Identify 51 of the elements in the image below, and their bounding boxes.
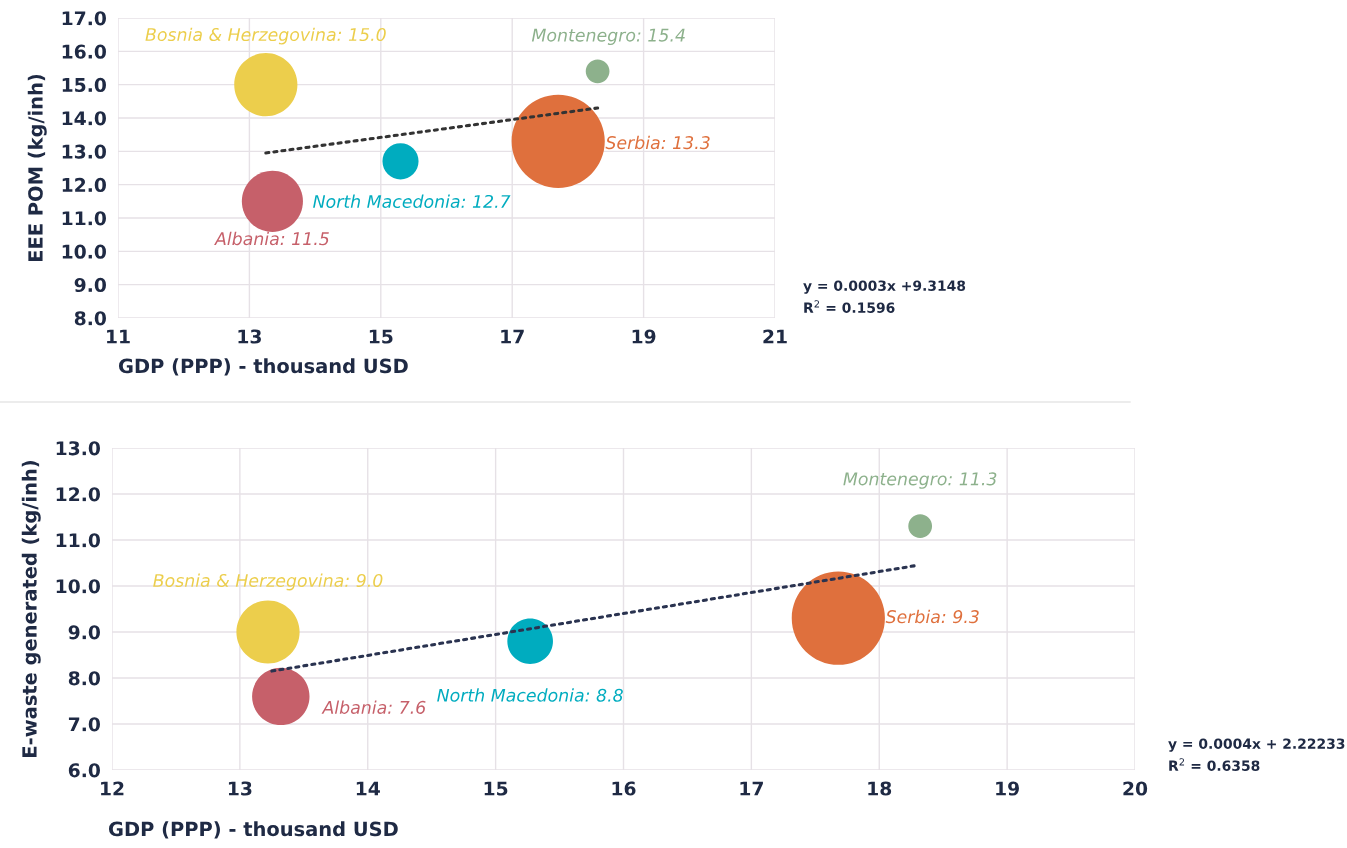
x-tick-label: 16 — [612, 781, 636, 796]
y-axis-title: E-waste generated (kg/inh) — [21, 460, 41, 757]
y-tick-label: 8.0 — [68, 671, 100, 686]
text: y = 0.0003x +9.3148 — [803, 280, 966, 294]
y-tick-label: 10.0 — [56, 579, 100, 594]
y-tick-label: 14.0 — [62, 111, 106, 126]
x-tick-label: 18 — [868, 781, 892, 796]
annotation: North Macedonia: 8.8 — [437, 688, 623, 702]
y-tick-label: 9.0 — [74, 277, 106, 293]
text: R$^{2}$ = 0.6358 — [1169, 758, 1260, 771]
annotation: North Macedonia: 12.7 — [313, 194, 511, 209]
x-tick-label: 15 — [369, 329, 393, 344]
x-tick-label: 17 — [501, 329, 524, 344]
text: R$^{2}$ = 0.1596 — [804, 300, 895, 313]
annotation: Albania: 7.6 — [321, 700, 426, 714]
y-tick-label: 13.0 — [56, 441, 100, 456]
y-tick-label: 10.0 — [62, 244, 106, 259]
annotation: Montenegro: 11.3 — [843, 472, 997, 489]
y-tick-label: 9.0 — [68, 625, 100, 640]
annotation: Montenegro: 15.4 — [531, 28, 685, 46]
y-tick-label: 12.0 — [56, 487, 100, 502]
y-tick-label: 11.0 — [62, 211, 106, 226]
x-tick-label: 12 — [101, 781, 124, 796]
x-axis-title: GDP (PPP) - thousand USD — [108, 821, 398, 839]
annotation: Serbia: 9.3 — [885, 609, 979, 624]
x-axis-title: GDP (PPP) - thousand USD — [118, 358, 408, 376]
y-tick-label: 13.0 — [62, 144, 106, 159]
y-axis-title: EEE POM (kg/inh) — [27, 74, 47, 262]
y-tick-label: 8.0 — [74, 311, 106, 326]
x-tick-label: 13 — [238, 329, 261, 344]
y-tick-label: 7.0 — [68, 717, 100, 732]
y-tick-label: 17.0 — [62, 11, 106, 26]
x-tick-label: 19 — [632, 329, 656, 344]
x-tick-label: 15 — [484, 781, 508, 796]
annotation: Bosnia & Herzegovina: 15.0 — [145, 27, 386, 45]
x-tick-label: 21 — [763, 329, 787, 344]
annotation: Albania: 11.5 — [214, 231, 329, 246]
x-tick-label: 11 — [107, 329, 130, 344]
y-tick-label: 11.0 — [56, 533, 100, 548]
x-tick-label: 13 — [228, 781, 252, 796]
y-tick-label: 12.0 — [62, 177, 106, 193]
y-tick-label: 15.0 — [62, 77, 106, 93]
y-tick-label: 6.0 — [68, 763, 100, 778]
text: y = 0.0004x + 2.22233 — [1168, 738, 1345, 752]
x-tick-label: 19 — [996, 781, 1019, 796]
x-tick-label: 14 — [356, 781, 380, 796]
y-tick-label: 16.0 — [62, 44, 106, 59]
x-tick-label: 20 — [1123, 781, 1148, 796]
annotation: Bosnia & Herzegovina: 9.0 — [153, 573, 383, 591]
annotation: Serbia: 13.3 — [605, 135, 710, 150]
x-tick-label: 17 — [740, 781, 763, 796]
